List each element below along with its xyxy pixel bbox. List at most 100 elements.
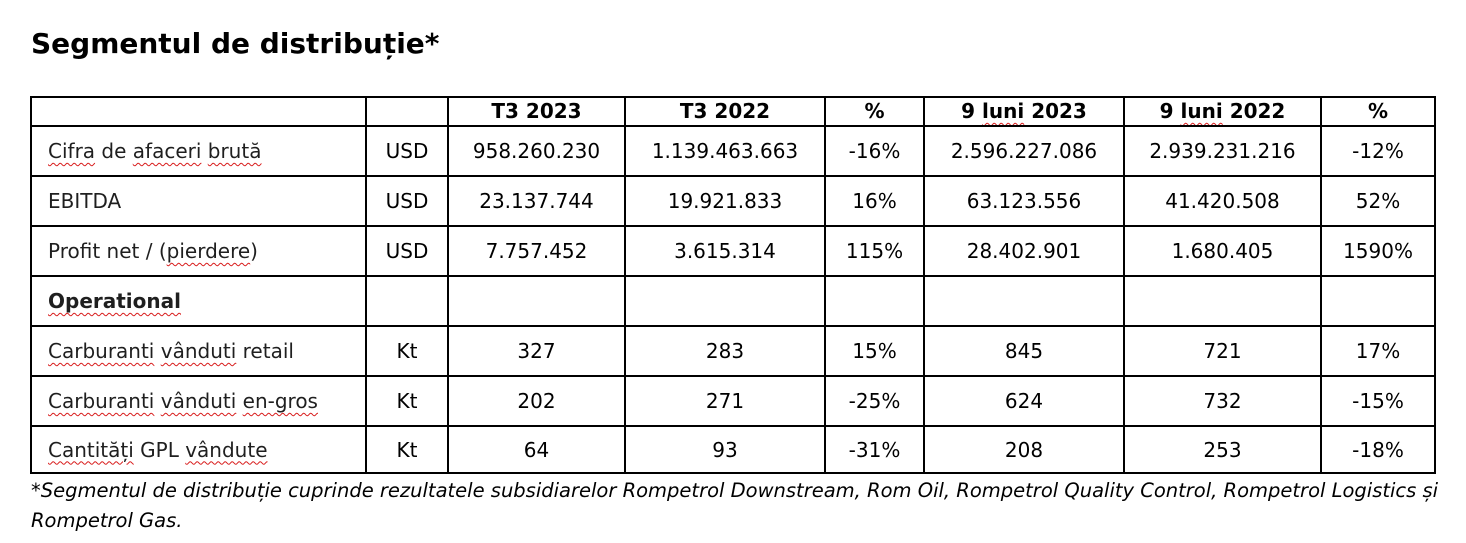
cell-value: 15% (852, 339, 897, 363)
pct-9m-cell: 17% (1320, 325, 1436, 377)
spellcheck-underline: vândute (185, 437, 268, 462)
cell-value: 115% (845, 239, 904, 263)
pct-9m-cell: -18% (1320, 425, 1436, 474)
spellcheck-underline: Cantități (48, 437, 134, 462)
cell-value: 7.757.452 (485, 239, 588, 263)
pct-t3-cell: 15% (824, 325, 925, 377)
spellcheck-underline: pierdere (166, 239, 251, 263)
spellcheck-underline: Operational (48, 289, 181, 313)
spellcheck-underline: Cifra (48, 139, 96, 163)
cell-value: 93 (712, 437, 738, 462)
cell-value: 16% (852, 189, 897, 213)
9m-2023-cell (923, 275, 1125, 327)
row-label-text: Profit net / (pierdere) (48, 239, 258, 263)
row-label-cell: Cifra de afaceri brută (30, 125, 367, 177)
header-cell-9m-2023: 9 luni 2023 (923, 96, 1125, 127)
row-label-cell: Profit net / (pierdere) (30, 225, 367, 277)
row-label-text: Carburanti vânduti retail (48, 339, 294, 363)
cell-value: 721 (1203, 339, 1242, 363)
spellcheck-underline: afaceri (132, 139, 202, 163)
cell-value: -25% (848, 389, 901, 413)
pct-t3-cell: -31% (824, 425, 925, 474)
9m-2023-cell: 2.596.227.086 (923, 125, 1125, 177)
t3-2022-cell: 283 (624, 325, 826, 377)
cell-value: 1.139.463.663 (651, 139, 799, 163)
pct-t3-cell: -16% (824, 125, 925, 177)
t3-2022-cell: 1.139.463.663 (624, 125, 826, 177)
header-cell-pct-9m: % (1320, 96, 1436, 127)
cell-value: 41.420.508 (1165, 189, 1280, 213)
cell-value: 845 (1004, 339, 1044, 363)
distribution-segment-table: T3 2023 T3 2022 % 9 luni 2023 9 luni 202… (30, 96, 1436, 474)
pct-9m-cell: -12% (1320, 125, 1436, 177)
cell-value: -15% (1352, 389, 1404, 413)
spellcheck-underline: luni (1180, 99, 1223, 123)
pct-9m-cell: -15% (1320, 375, 1436, 427)
t3-2022-cell: 19.921.833 (624, 175, 826, 227)
pct-9m-cell: 1590% (1320, 225, 1436, 277)
row-label-cell: Carburanti vânduti retail (30, 325, 367, 377)
9m-2023-cell: 28.402.901 (923, 225, 1125, 277)
cell-value: 283 (705, 339, 745, 363)
row-label-text: Cifra de afaceri brută (48, 139, 262, 163)
spellcheck-underline: Carburanti (48, 389, 155, 413)
pct-t3-cell: 16% (824, 175, 925, 227)
table-row: Carburanti vânduti en-gros Kt 202 271 -25% 62… (30, 375, 1436, 427)
9m-2022-cell: 41.420.508 (1123, 175, 1322, 227)
unit-cell: Kt (365, 325, 449, 377)
cell-value: 64 (523, 437, 550, 462)
header-cell-pct-t3: % (824, 96, 925, 127)
cell-value: 23.137.744 (479, 189, 594, 213)
t3-2022-cell: 93 (624, 425, 826, 474)
t3-2022-cell (624, 275, 826, 327)
cell-value: -12% (1352, 139, 1404, 163)
cell-value: 271 (705, 389, 745, 413)
t3-2022-cell: 3.615.314 (624, 225, 826, 277)
header-cell-label (30, 96, 367, 127)
t3-2023-cell: 958.260.230 (447, 125, 626, 177)
cell-value: 202 (517, 389, 556, 413)
t3-2022-cell: 271 (624, 375, 826, 427)
table-row: EBITDA USD 23.137.744 19.921.833 16% 63.123.5… (30, 175, 1436, 227)
9m-2022-cell: 1.680.405 (1123, 225, 1322, 277)
table-row: Cantități GPL vândute Kt 64 93 -31% 208 253 -18… (30, 425, 1436, 474)
9m-2022-cell: 2.939.231.216 (1123, 125, 1322, 177)
cell-value: 732 (1203, 389, 1242, 413)
cell-value: 624 (1004, 389, 1044, 413)
unit-cell: USD (365, 225, 449, 277)
cell-value: 2.939.231.216 (1149, 139, 1296, 163)
t3-2023-cell: 23.137.744 (447, 175, 626, 227)
9m-2023-cell: 624 (923, 375, 1125, 427)
table-row: Cifra de afaceri brută USD 958.260.230 1.13… (30, 125, 1436, 177)
unit-cell: USD (365, 125, 449, 177)
table-row: Carburanti vânduti retail Kt 327 283 15% 845 7… (30, 325, 1436, 377)
cell-value: -18% (1352, 437, 1404, 462)
cell-value: USD (385, 189, 429, 213)
table-header-row: T3 2023 T3 2022 % 9 luni 2023 9 luni 202… (30, 96, 1436, 127)
header-cell-t3-2022: T3 2022 (624, 96, 826, 127)
cell-value: 28.402.901 (966, 239, 1082, 263)
unit-cell (365, 275, 449, 327)
header-cell-t3-2023: T3 2023 (447, 96, 626, 127)
t3-2023-cell (447, 275, 626, 327)
unit-cell: USD (365, 175, 449, 227)
unit-cell: Kt (365, 375, 449, 427)
unit-cell: Kt (365, 425, 449, 474)
cell-value: 63.123.556 (966, 189, 1082, 213)
cell-value: 1590% (1343, 239, 1413, 263)
cell-value: 958.260.230 (472, 139, 601, 163)
cell-value: Kt (396, 339, 418, 363)
9m-2022-cell: 721 (1123, 325, 1322, 377)
cell-value: -16% (848, 139, 901, 163)
row-label-cell: Carburanti vânduti en-gros (30, 375, 367, 427)
row-label-cell: Operational (30, 275, 367, 327)
spellcheck-underline: luni (982, 99, 1025, 123)
row-label-cell: Cantități GPL vândute (30, 425, 367, 474)
pct-9m-cell: 52% (1320, 175, 1436, 227)
9m-2023-cell: 208 (923, 425, 1125, 474)
pct-t3-cell (824, 275, 925, 327)
header-cell-unit (365, 96, 449, 127)
header-cell-9m-2022: 9 luni 2022 (1123, 96, 1322, 127)
t3-2023-cell: 7.757.452 (447, 225, 626, 277)
row-label-text: Carburanti vânduti en-gros (48, 389, 318, 413)
